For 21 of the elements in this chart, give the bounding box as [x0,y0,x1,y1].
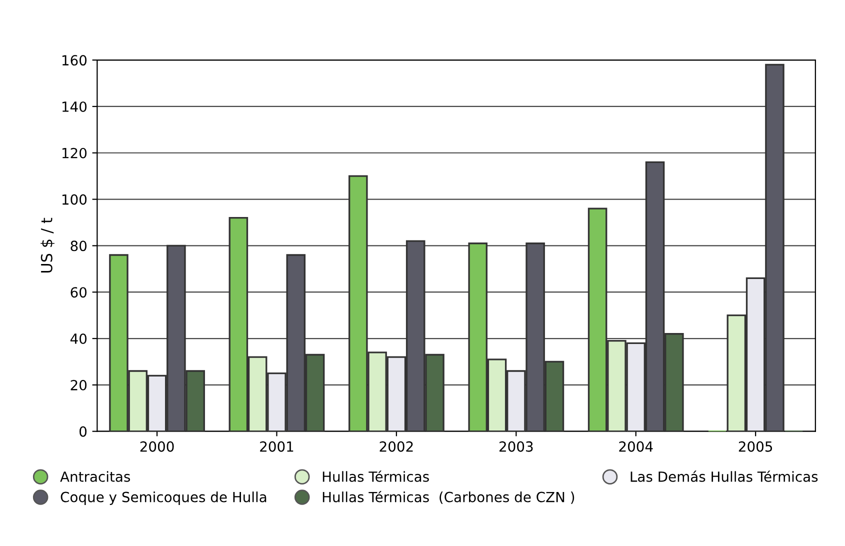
x-tick-label: 2000 [140,441,174,452]
y-tick-label: 100 [62,194,87,205]
legend-label: Hullas Térmicas [322,470,429,482]
legend-label: Antracitas [60,471,130,482]
y-tick-label: 20 [70,380,87,390]
x-tick-label: 2004 [619,441,653,452]
y-tick-label: 140 [62,101,87,112]
y-tick-label: 80 [70,240,87,252]
x-tick-label: 2001 [260,441,294,452]
legend-label: Coque y Semicoques de Hulla [60,492,266,505]
y-tick-label: 160 [62,55,87,66]
y-tick-label: 120 [62,148,87,158]
y-tick-label: 40 [70,333,87,344]
y-tick-label: 60 [70,287,87,298]
legend-label: Las Demás Hullas Térmicas [630,470,818,482]
y-axis-title: US $ / t [40,218,54,273]
x-tick-label: 2005 [738,441,772,452]
x-tick-label: 2002 [380,441,413,452]
x-tick-label: 2003 [500,441,533,452]
y-tick-label: 0 [80,426,87,437]
legend-label: Hullas Térmicas (Carbones de CZN ) [322,490,574,504]
